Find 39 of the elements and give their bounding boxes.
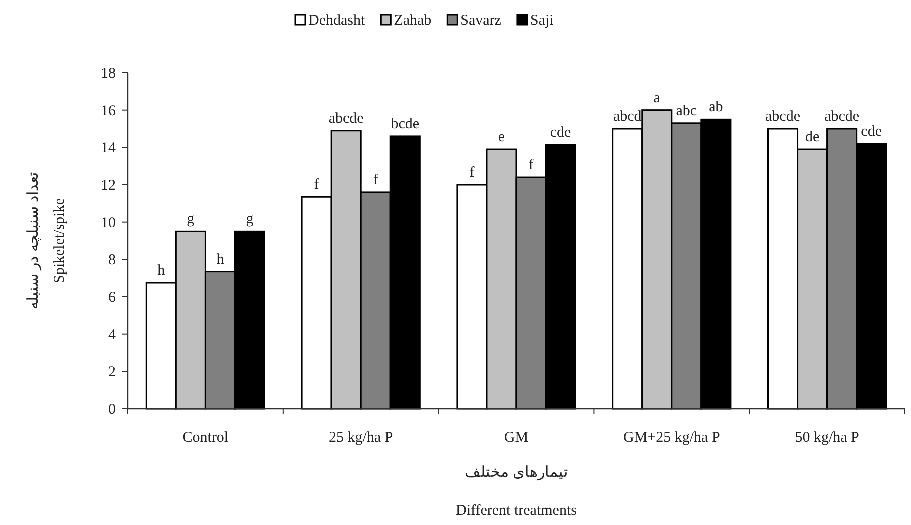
y-tick-label: 2: [108, 364, 116, 381]
y-tick-label: 4: [108, 327, 116, 344]
data-label: f: [470, 165, 475, 181]
data-label: abcd: [613, 109, 642, 125]
legend-label: Saji: [530, 13, 554, 29]
data-label: e: [498, 130, 506, 146]
data-label: cde: [550, 124, 572, 141]
x-tick-label: GM+25 kg/ha P: [624, 430, 720, 446]
data-label: f: [373, 172, 378, 188]
y-tick-label: 10: [101, 215, 116, 232]
x-tick-label: GM: [504, 430, 529, 446]
y-tick-label: 16: [101, 103, 116, 120]
y-tick-label: 12: [101, 178, 116, 194]
data-label: f: [314, 177, 320, 194]
x-tick-label: Control: [182, 430, 229, 446]
x-tick-label: 25 kg/ha P: [329, 430, 394, 446]
data-label: abcde: [824, 109, 860, 125]
data-label: g: [246, 212, 254, 228]
data-label: f: [528, 158, 534, 174]
y-tick-label: 14: [101, 140, 116, 157]
data-label: ab: [709, 100, 724, 116]
x-tick-label: 50 kg/ha P: [795, 430, 860, 446]
data-label: h: [216, 252, 225, 268]
data-label: a: [654, 90, 661, 106]
data-label: de: [805, 130, 820, 146]
y-tick-label: 0: [108, 402, 116, 418]
data-label: abcde: [328, 110, 364, 127]
data-label: abc: [676, 103, 698, 120]
data-label: h: [158, 263, 166, 279]
data-label: abcde: [766, 109, 801, 125]
legend-label: Savarz: [460, 13, 502, 29]
data-label: cde: [861, 124, 882, 140]
data-label: g: [187, 212, 196, 228]
legend-label: Zahab: [394, 13, 432, 29]
data-label: bcde: [391, 116, 420, 132]
y-tick-label: 18: [101, 66, 116, 82]
y-tick-label: 8: [108, 252, 116, 269]
y-tick-label: 6: [108, 290, 116, 306]
legend-label: Dehdasht: [308, 13, 366, 29]
